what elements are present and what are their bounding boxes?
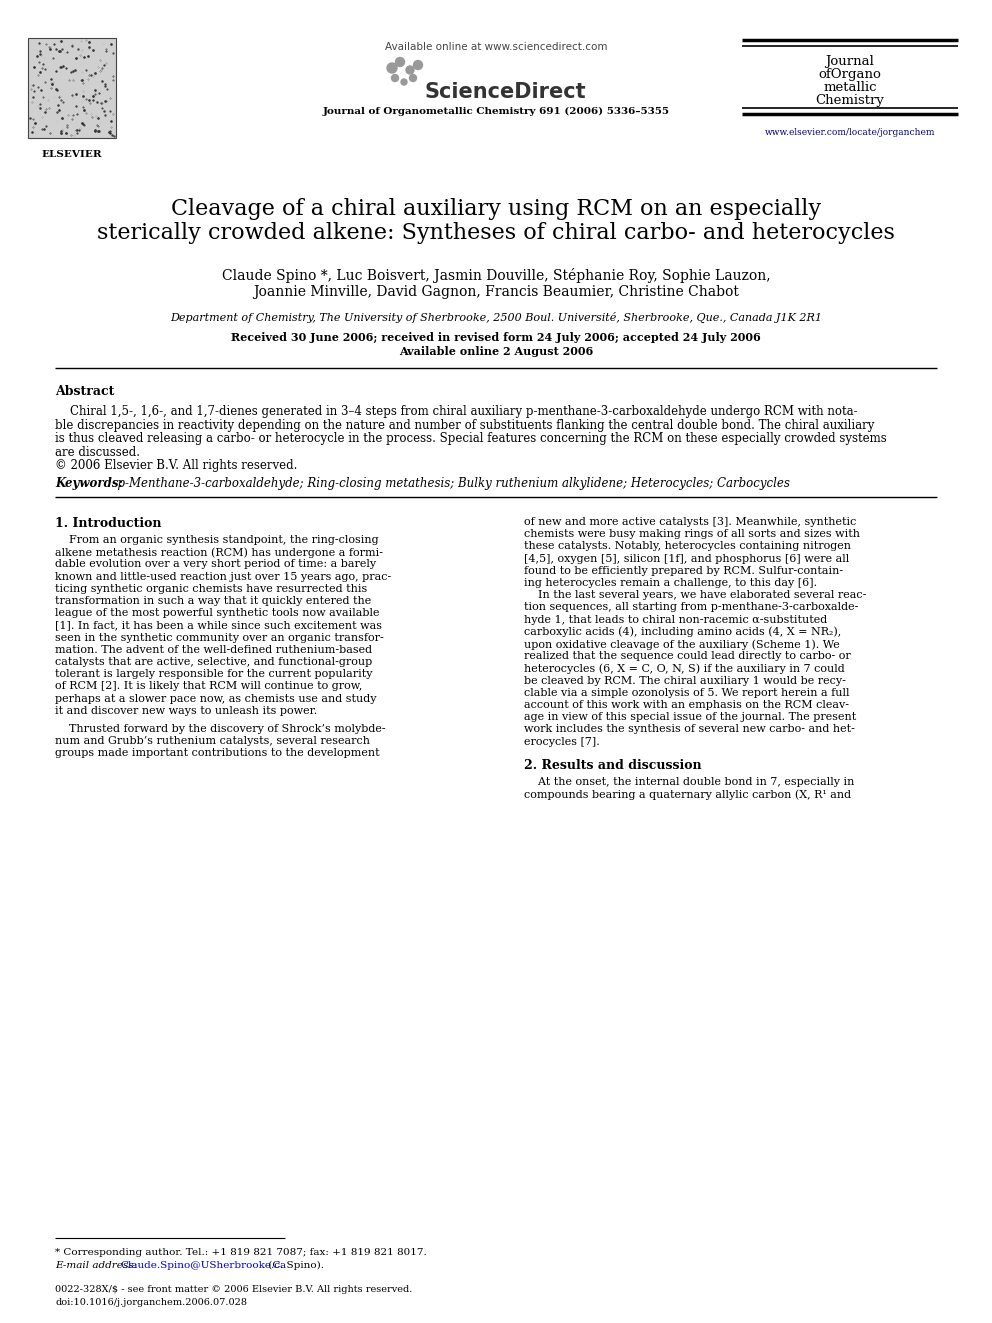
- Text: upon oxidative cleavage of the auxiliary (Scheme 1). We: upon oxidative cleavage of the auxiliary…: [524, 639, 840, 650]
- Text: mation. The advent of the well-defined ruthenium-based: mation. The advent of the well-defined r…: [55, 644, 372, 655]
- Text: 2. Results and discussion: 2. Results and discussion: [524, 759, 701, 771]
- Text: league of the most powerful synthetic tools now available: league of the most powerful synthetic to…: [55, 609, 380, 618]
- Text: known and little-used reaction just over 15 years ago, prac-: known and little-used reaction just over…: [55, 572, 391, 582]
- Circle shape: [392, 74, 399, 82]
- Text: account of this work with an emphasis on the RCM cleav-: account of this work with an emphasis on…: [524, 700, 849, 710]
- Circle shape: [387, 64, 397, 73]
- Text: Claude.Spino@USherbrooke.ca: Claude.Spino@USherbrooke.ca: [120, 1261, 286, 1270]
- Text: 0022-328X/$ - see front matter © 2006 Elsevier B.V. All rights reserved.: 0022-328X/$ - see front matter © 2006 El…: [55, 1285, 413, 1294]
- Text: are discussed.: are discussed.: [55, 446, 140, 459]
- Bar: [28, 38, 116, 138]
- Text: tion sequences, all starting from p-menthane-3-carboxalde-: tion sequences, all starting from p-ment…: [524, 602, 858, 613]
- Circle shape: [401, 79, 407, 85]
- Text: doi:10.1016/j.jorganchem.2006.07.028: doi:10.1016/j.jorganchem.2006.07.028: [55, 1298, 247, 1307]
- Text: erocycles [7].: erocycles [7].: [524, 737, 600, 746]
- Text: sterically crowded alkene: Syntheses of chiral carbo- and heterocycles: sterically crowded alkene: Syntheses of …: [97, 222, 895, 243]
- Text: ScienceDirect: ScienceDirect: [425, 82, 586, 102]
- Text: alkene metathesis reaction (RCM) has undergone a formi-: alkene metathesis reaction (RCM) has und…: [55, 548, 383, 558]
- Text: Keywords:: Keywords:: [55, 478, 123, 490]
- Text: ticing synthetic organic chemists have resurrected this: ticing synthetic organic chemists have r…: [55, 583, 367, 594]
- Text: transformation in such a way that it quickly entered the: transformation in such a way that it qui…: [55, 595, 371, 606]
- Text: dable evolution over a very short period of time: a barely: dable evolution over a very short period…: [55, 560, 376, 569]
- Text: Available online 2 August 2006: Available online 2 August 2006: [399, 347, 593, 357]
- Text: Journal: Journal: [825, 56, 874, 67]
- Text: Available online at www.sciencedirect.com: Available online at www.sciencedirect.co…: [385, 42, 607, 52]
- Text: Department of Chemistry, The University of Sherbrooke, 2500 Boul. Université, Sh: Department of Chemistry, The University …: [170, 312, 822, 323]
- Text: compounds bearing a quaternary allylic carbon (X, R¹ and: compounds bearing a quaternary allylic c…: [524, 789, 851, 799]
- Text: ble discrepancies in reactivity depending on the nature and number of substituen: ble discrepancies in reactivity dependin…: [55, 418, 874, 431]
- Text: hyde 1, that leads to chiral non-racemic α-substituted: hyde 1, that leads to chiral non-racemic…: [524, 615, 827, 624]
- Text: www.elsevier.com/locate/jorganchem: www.elsevier.com/locate/jorganchem: [765, 128, 935, 138]
- Text: E-mail address:: E-mail address:: [55, 1261, 141, 1270]
- Text: [1]. In fact, it has been a while since such excitement was: [1]. In fact, it has been a while since …: [55, 620, 382, 630]
- Text: © 2006 Elsevier B.V. All rights reserved.: © 2006 Elsevier B.V. All rights reserved…: [55, 459, 298, 472]
- Text: Received 30 June 2006; received in revised form 24 July 2006; accepted 24 July 2: Received 30 June 2006; received in revis…: [231, 332, 761, 343]
- Circle shape: [414, 61, 423, 70]
- Text: groups made important contributions to the development: groups made important contributions to t…: [55, 749, 380, 758]
- Text: be cleaved by RCM. The chiral auxiliary 1 would be recy-: be cleaved by RCM. The chiral auxiliary …: [524, 676, 846, 685]
- Text: p-Menthane-3-carboxaldehyde; Ring-closing metathesis; Bulky ruthenium alkylidene: p-Menthane-3-carboxaldehyde; Ring-closin…: [110, 478, 790, 490]
- Text: found to be efficiently prepared by RCM. Sulfur-contain-: found to be efficiently prepared by RCM.…: [524, 566, 843, 576]
- Circle shape: [396, 57, 405, 66]
- Text: realized that the sequence could lead directly to carbo- or: realized that the sequence could lead di…: [524, 651, 851, 662]
- Circle shape: [410, 74, 417, 82]
- Text: 1. Introduction: 1. Introduction: [55, 517, 162, 531]
- Text: metallic: metallic: [823, 81, 877, 94]
- Text: Cleavage of a chiral auxiliary using RCM on an especially: Cleavage of a chiral auxiliary using RCM…: [171, 198, 821, 220]
- Text: tolerant is largely responsible for the current popularity: tolerant is largely responsible for the …: [55, 669, 373, 679]
- Text: chemists were busy making rings of all sorts and sizes with: chemists were busy making rings of all s…: [524, 529, 860, 540]
- Text: age in view of this special issue of the journal. The present: age in view of this special issue of the…: [524, 712, 856, 722]
- Text: From an organic synthesis standpoint, the ring-closing: From an organic synthesis standpoint, th…: [55, 534, 379, 545]
- Text: Joannie Minville, David Gagnon, Francis Beaumier, Christine Chabot: Joannie Minville, David Gagnon, Francis …: [253, 284, 739, 299]
- Text: catalysts that are active, selective, and functional-group: catalysts that are active, selective, an…: [55, 658, 372, 667]
- Text: ELSEVIER: ELSEVIER: [42, 149, 102, 159]
- Text: seen in the synthetic community over an organic transfor-: seen in the synthetic community over an …: [55, 632, 384, 643]
- Text: carboxylic acids (4), including amino acids (4, X = NR₂),: carboxylic acids (4), including amino ac…: [524, 627, 841, 638]
- Text: Thrusted forward by the discovery of Shrock’s molybde-: Thrusted forward by the discovery of Shr…: [55, 724, 386, 734]
- Text: Chemistry: Chemistry: [815, 94, 885, 107]
- Text: heterocycles (6, X = C, O, N, S) if the auxiliary in 7 could: heterocycles (6, X = C, O, N, S) if the …: [524, 663, 845, 673]
- Text: In the last several years, we have elaborated several reac-: In the last several years, we have elabo…: [524, 590, 866, 601]
- Text: (C. Spino).: (C. Spino).: [265, 1261, 324, 1270]
- Text: of RCM [2]. It is likely that RCM will continue to grow,: of RCM [2]. It is likely that RCM will c…: [55, 681, 362, 692]
- Text: Claude Spino *, Luc Boisvert, Jasmin Douville, Stéphanie Roy, Sophie Lauzon,: Claude Spino *, Luc Boisvert, Jasmin Dou…: [221, 269, 771, 283]
- Circle shape: [406, 66, 414, 74]
- Text: it and discover new ways to unleash its power.: it and discover new ways to unleash its …: [55, 705, 317, 716]
- Text: Abstract: Abstract: [55, 385, 114, 398]
- Text: ing heterocycles remain a challenge, to this day [6].: ing heterocycles remain a challenge, to …: [524, 578, 817, 587]
- Text: perhaps at a slower pace now, as chemists use and study: perhaps at a slower pace now, as chemist…: [55, 693, 377, 704]
- Text: Journal of Organometallic Chemistry 691 (2006) 5336–5355: Journal of Organometallic Chemistry 691 …: [322, 107, 670, 116]
- Text: ofOrgano: ofOrgano: [818, 67, 882, 81]
- Text: work includes the synthesis of several new carbo- and het-: work includes the synthesis of several n…: [524, 725, 855, 734]
- Text: Chiral 1,5-, 1,6-, and 1,7-dienes generated in 3–4 steps from chiral auxiliary p: Chiral 1,5-, 1,6-, and 1,7-dienes genera…: [55, 405, 858, 418]
- Text: of new and more active catalysts [3]. Meanwhile, synthetic: of new and more active catalysts [3]. Me…: [524, 517, 856, 527]
- Text: [4,5], oxygen [5], silicon [1f], and phosphorus [6] were all: [4,5], oxygen [5], silicon [1f], and pho…: [524, 553, 849, 564]
- Text: is thus cleaved releasing a carbo- or heterocycle in the process. Special featur: is thus cleaved releasing a carbo- or he…: [55, 433, 887, 445]
- Text: At the onset, the internal double bond in 7, especially in: At the onset, the internal double bond i…: [524, 777, 854, 787]
- Text: clable via a simple ozonolysis of 5. We report herein a full: clable via a simple ozonolysis of 5. We …: [524, 688, 849, 697]
- Text: these catalysts. Notably, heterocycles containing nitrogen: these catalysts. Notably, heterocycles c…: [524, 541, 851, 552]
- Text: num and Grubb’s ruthenium catalysts, several research: num and Grubb’s ruthenium catalysts, sev…: [55, 736, 370, 746]
- Text: * Corresponding author. Tel.: +1 819 821 7087; fax: +1 819 821 8017.: * Corresponding author. Tel.: +1 819 821…: [55, 1248, 427, 1257]
